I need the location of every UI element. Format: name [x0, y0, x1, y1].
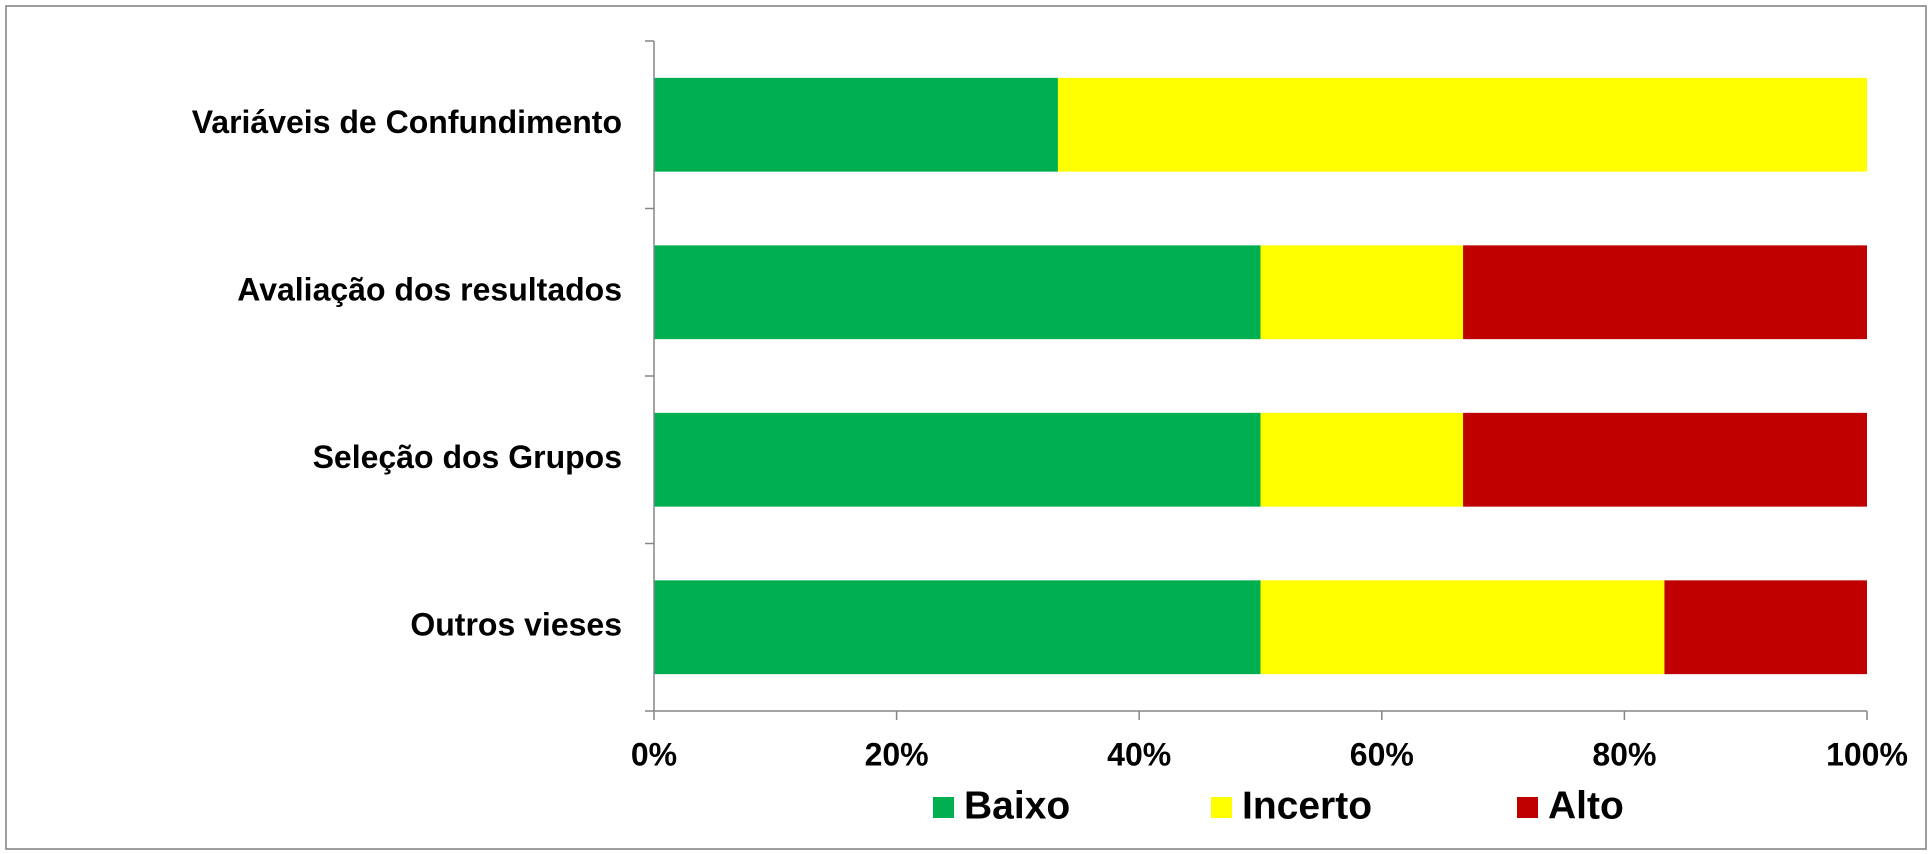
x-tick-label: 100% — [1826, 736, 1908, 772]
x-tick-label: 0% — [631, 736, 677, 772]
bar-segment — [654, 412, 1261, 507]
bar-segment — [654, 77, 1058, 172]
bar-segment — [1463, 412, 1867, 507]
bar-segment — [1260, 580, 1665, 675]
y-tick-label: Outros vieses — [410, 607, 622, 643]
y-tick-label: Seleção dos Grupos — [313, 439, 622, 475]
y-tick-label: Avaliação dos resultados — [237, 272, 622, 308]
legend-swatch — [933, 797, 954, 818]
legend-label: Baixo — [964, 784, 1070, 827]
legend-swatch — [1211, 797, 1232, 818]
x-tick-label: 20% — [865, 736, 929, 772]
x-tick-label: 60% — [1350, 736, 1414, 772]
bar-segment — [654, 580, 1261, 675]
bar-segment — [654, 245, 1261, 340]
legend-label: Incerto — [1242, 784, 1372, 827]
legend-swatch — [1517, 797, 1538, 818]
bar-segment — [1463, 245, 1867, 340]
bar-segment — [1260, 245, 1464, 340]
legend-label: Alto — [1548, 784, 1624, 827]
x-tick-label: 80% — [1592, 736, 1656, 772]
bar-segment — [1057, 77, 1867, 172]
bar-segment — [1664, 580, 1867, 675]
x-tick-label: 40% — [1107, 736, 1171, 772]
bar-segment — [1260, 412, 1464, 507]
y-tick-label: Variáveis de Confundimento — [192, 104, 622, 140]
